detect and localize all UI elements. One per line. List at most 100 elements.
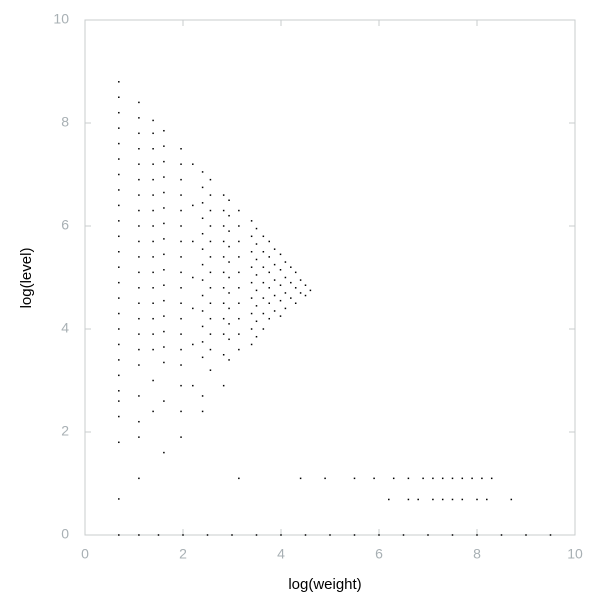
point — [250, 312, 253, 315]
point — [118, 390, 120, 392]
point — [118, 343, 120, 346]
point — [228, 261, 230, 263]
point — [118, 96, 120, 98]
point — [192, 276, 194, 279]
point — [304, 294, 307, 297]
point — [238, 302, 240, 304]
y-axis-label: log(level) — [18, 248, 35, 309]
point — [163, 361, 165, 364]
point — [152, 287, 154, 289]
point — [118, 235, 120, 238]
point — [180, 436, 182, 438]
point — [294, 287, 297, 289]
point — [222, 333, 225, 335]
point — [273, 310, 276, 312]
point — [180, 178, 182, 181]
point — [152, 410, 154, 413]
point — [222, 384, 225, 387]
point — [163, 222, 165, 225]
x-tick-label: 4 — [277, 546, 285, 562]
point — [118, 220, 120, 222]
point — [284, 276, 287, 279]
point — [138, 178, 140, 181]
point — [250, 235, 253, 238]
point — [157, 534, 160, 536]
point — [180, 384, 182, 387]
point — [238, 271, 240, 274]
point — [268, 317, 270, 320]
point — [180, 148, 182, 150]
point — [138, 534, 140, 536]
point — [451, 498, 454, 501]
point — [228, 323, 230, 325]
point — [118, 81, 120, 83]
point — [152, 348, 154, 351]
point — [138, 163, 140, 165]
point — [152, 317, 154, 320]
point — [138, 117, 140, 119]
y-tick-label: 8 — [61, 114, 69, 130]
point — [228, 338, 230, 341]
point — [138, 364, 140, 366]
point — [180, 333, 182, 335]
point — [163, 253, 165, 256]
point — [118, 328, 120, 330]
point — [192, 343, 194, 346]
point — [309, 289, 312, 292]
point — [250, 328, 253, 330]
point — [138, 287, 140, 289]
point — [451, 477, 454, 480]
point — [209, 256, 212, 258]
x-tick-label: 8 — [473, 546, 481, 562]
point — [500, 534, 503, 536]
point — [268, 287, 270, 289]
point — [250, 297, 253, 299]
point — [228, 230, 230, 232]
point — [163, 346, 165, 348]
point — [180, 163, 182, 165]
point — [152, 333, 154, 335]
point — [180, 302, 182, 304]
point — [138, 101, 140, 104]
point — [481, 477, 483, 480]
point — [255, 335, 258, 338]
point — [228, 245, 230, 248]
point — [290, 266, 292, 268]
point — [152, 163, 154, 165]
point — [262, 297, 265, 299]
point — [138, 317, 140, 320]
point — [118, 142, 120, 145]
point — [407, 477, 410, 480]
point — [152, 240, 154, 243]
point — [201, 395, 204, 397]
point — [402, 534, 405, 536]
point — [250, 281, 253, 284]
point — [304, 534, 307, 536]
point — [201, 341, 204, 343]
y-tick-label: 4 — [61, 320, 69, 336]
point — [525, 534, 527, 536]
point — [209, 194, 212, 196]
point — [238, 317, 240, 320]
point — [152, 178, 154, 181]
point — [353, 477, 356, 480]
point — [138, 420, 140, 423]
point — [209, 209, 212, 212]
point — [138, 333, 140, 335]
point — [490, 477, 493, 480]
point — [138, 477, 140, 480]
point — [163, 451, 165, 454]
point — [163, 160, 165, 163]
point — [373, 477, 375, 480]
point — [163, 129, 165, 132]
point — [392, 477, 395, 480]
point — [255, 227, 258, 230]
point — [238, 287, 240, 289]
point — [294, 302, 297, 304]
point — [290, 297, 292, 299]
point — [201, 356, 204, 359]
point — [238, 348, 240, 351]
point — [209, 225, 212, 227]
point — [118, 111, 120, 114]
point — [279, 284, 282, 286]
